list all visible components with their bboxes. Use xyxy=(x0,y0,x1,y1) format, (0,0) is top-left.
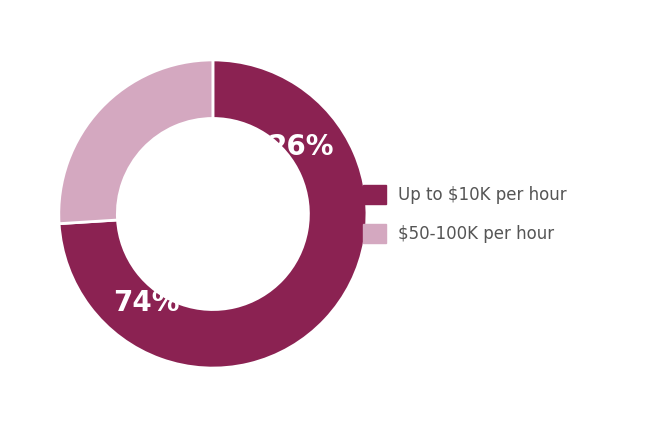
Text: 74%: 74% xyxy=(113,288,179,317)
Text: 26%: 26% xyxy=(269,133,335,161)
Legend: Up to $10K per hour, $50-100K per hour: Up to $10K per hour, $50-100K per hour xyxy=(356,178,573,250)
Wedge shape xyxy=(59,60,367,368)
Wedge shape xyxy=(59,60,213,224)
